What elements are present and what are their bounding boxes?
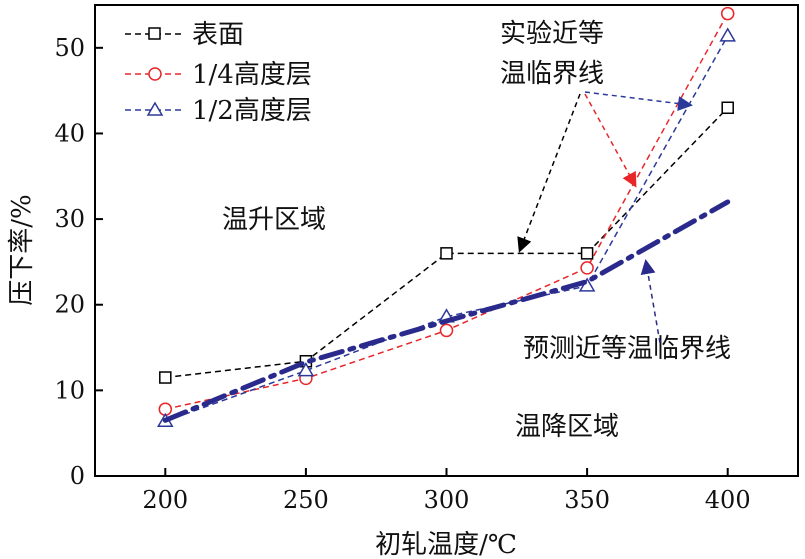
data-point-circle: [439, 323, 454, 338]
y-axis-label: 压下率/%: [7, 194, 37, 305]
legend-quarter: 1/4高度层: [192, 60, 312, 90]
arrow-red: [584, 93, 637, 188]
y-tick-label: 30: [54, 205, 85, 233]
data-point-square: [440, 247, 453, 260]
x-tick-label: 200: [142, 486, 188, 514]
x-tick-label: 350: [564, 486, 610, 514]
annotation-heating-zone: 温升区域: [222, 205, 326, 235]
series-line-3: [162, 199, 731, 423]
data-point-square: [721, 101, 734, 115]
data-point-square: [580, 247, 594, 260]
data-point-circle: [720, 6, 735, 21]
arrow-blue: [584, 91, 693, 111]
legend: 表面 1/4高度层 1/2高度层: [125, 20, 312, 126]
arrow-black: [517, 93, 581, 253]
arrow-predicted: [640, 259, 661, 344]
legend-surface: 表面: [192, 20, 244, 50]
annotation-cooling-zone: 温降区域: [515, 412, 619, 442]
y-tick-label: 0: [70, 462, 85, 490]
data-point-circle: [580, 261, 594, 275]
annotation-experimental-1: 实验近等: [500, 19, 604, 49]
annotation-predicted: 预测近等温临界线: [523, 334, 731, 364]
x-tick-label: 400: [705, 486, 751, 514]
legend-half: 1/2高度层: [192, 96, 312, 126]
annotation-experimental-2: 温临界线: [500, 59, 604, 89]
y-tick-label: 50: [54, 34, 85, 62]
x-tick-label: 250: [283, 486, 329, 514]
data-point-triangle: [719, 27, 737, 42]
x-tick-label: 300: [424, 486, 470, 514]
y-tick-label: 40: [54, 119, 85, 147]
data-point-triangle: [297, 362, 315, 377]
y-tick-label: 20: [54, 291, 85, 319]
data-point-square: [159, 371, 172, 384]
x-axis-label: 初轧温度/℃: [375, 530, 517, 559]
y-tick-label: 10: [54, 376, 85, 404]
series-line-0: [165, 107, 729, 379]
